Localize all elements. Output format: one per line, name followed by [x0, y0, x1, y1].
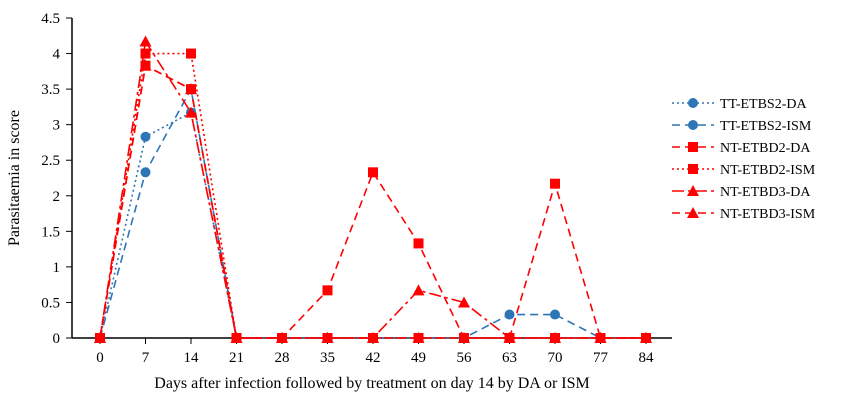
series-tt-etbs2-ism	[95, 84, 651, 343]
legend-item: NT-ETBD3-ISM	[672, 207, 816, 222]
data-point	[504, 309, 515, 320]
legend-item: TT-ETBS2-ISM	[672, 119, 812, 134]
data-point	[94, 332, 106, 343]
data-point	[550, 309, 560, 320]
y-tick-label: 4	[53, 47, 61, 63]
x-tick-label: 70	[548, 350, 563, 366]
legend-item: NT-ETBD2-ISM	[672, 163, 816, 178]
data-point	[186, 48, 196, 59]
x-tick-label: 28	[275, 350, 290, 366]
x-tick-label: 63	[502, 350, 517, 366]
y-tick-label: 1	[53, 260, 61, 276]
x-tick-label: 14	[184, 350, 200, 366]
x-tick-label: 84	[639, 350, 655, 366]
data-point	[322, 285, 333, 296]
legend-marker	[687, 185, 699, 196]
legend-label: NT-ETBD2-DA	[720, 141, 811, 156]
y-tick-label: 1.5	[41, 224, 60, 240]
data-point	[550, 178, 560, 189]
data-point	[185, 106, 197, 118]
x-tick-label: 49	[411, 350, 426, 366]
data-point	[413, 238, 424, 249]
data-point	[458, 296, 470, 308]
y-axis-title: Parasitaemia in score	[6, 110, 23, 246]
x-tick-label: 77	[593, 350, 609, 366]
y-tick-label: 3	[53, 118, 61, 134]
x-axis-title: Days after infection followed by treatme…	[154, 375, 589, 392]
y-tick-label: 3.5	[41, 82, 60, 98]
legend-marker	[688, 120, 698, 130]
legend-label: TT-ETBS2-ISM	[720, 119, 812, 134]
series-nt-etbd2-ism	[95, 48, 651, 343]
legend-marker	[687, 207, 699, 218]
legend-item: NT-ETBD3-DA	[672, 185, 811, 200]
y-tick-label: 2.5	[41, 153, 60, 169]
series-line	[99, 52, 646, 339]
legend-marker	[688, 98, 698, 108]
legend-marker	[688, 164, 698, 174]
legend-label: TT-ETBS2-DA	[720, 97, 807, 112]
legend-label: NT-ETBD3-ISM	[720, 207, 816, 222]
x-axis-ticks: 0 7 14 21 28 35 42 49 56 63 70 77 84	[96, 338, 654, 366]
data-point	[640, 332, 652, 343]
legend-item: TT-ETBS2-DA	[672, 97, 807, 112]
legend-item: NT-ETBD2-DA	[672, 141, 811, 156]
data-point	[140, 48, 151, 59]
series-nt-etbd3-ism	[94, 59, 652, 343]
y-tick-label: 0	[53, 331, 61, 347]
data-point	[549, 332, 561, 343]
legend-label: NT-ETBD3-DA	[720, 185, 811, 200]
legend-marker	[688, 142, 698, 152]
data-point	[140, 167, 151, 178]
data-point	[140, 131, 151, 142]
data-point	[594, 332, 607, 343]
legend: TT-ETBS2-DA TT-ETBS2-ISM NT-ETBD2-DA NT-ETB…	[672, 97, 816, 222]
series-line	[99, 86, 646, 339]
x-tick-label: 7	[142, 350, 150, 366]
data-point	[458, 332, 470, 343]
x-tick-label: 56	[457, 350, 473, 366]
y-tick-label: 2	[53, 189, 61, 205]
x-tick-label: 21	[229, 350, 244, 366]
data-point	[412, 284, 425, 296]
legend-label: NT-ETBD2-ISM	[720, 163, 816, 178]
data-point	[503, 332, 516, 343]
x-tick-label: 0	[96, 350, 104, 366]
y-tick-label: 4.5	[41, 11, 60, 27]
data-point	[321, 332, 334, 343]
data-point	[412, 332, 425, 343]
data-point	[185, 83, 197, 95]
data-point	[368, 167, 378, 178]
data-point	[276, 332, 288, 343]
series-line	[99, 39, 646, 339]
x-tick-label: 42	[366, 350, 381, 366]
y-tick-label: 0.5	[41, 295, 60, 311]
data-point	[367, 332, 379, 343]
data-point	[139, 59, 152, 71]
data-point	[230, 332, 243, 343]
data-point	[139, 35, 152, 47]
series-nt-etbd2-da	[95, 60, 651, 343]
series-line	[99, 111, 646, 339]
x-tick-label: 35	[320, 350, 335, 366]
y-axis-ticks: 0 0.5 1 1.5 2 2.5 3 3.5 4 4.5	[41, 11, 72, 347]
series-tt-etbs2-da	[95, 107, 651, 343]
series-group	[94, 35, 652, 343]
